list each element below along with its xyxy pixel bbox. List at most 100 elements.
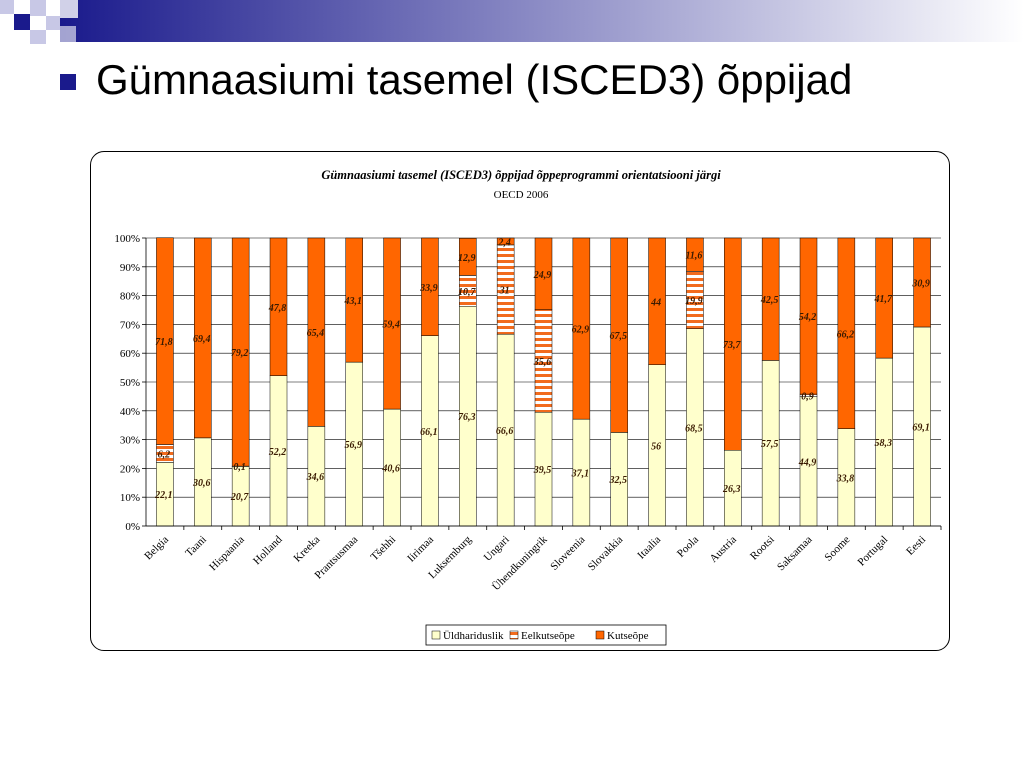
data-label: 12,9 [458,253,476,264]
x-category-label: Tšehhi [369,534,399,564]
data-label: 26,3 [722,484,741,495]
data-label: 33,9 [419,283,438,294]
x-category-label: Slovakkia [586,534,626,574]
data-label: 56 [651,441,661,452]
data-label: 65,4 [307,328,325,339]
data-label: 19,9 [685,296,703,307]
bar-segment-vocational [345,237,363,363]
y-tick-label: 50% [120,377,140,389]
data-label: 73,7 [723,340,742,351]
y-tick-label: 0% [125,521,140,533]
data-label: 20,7 [230,492,250,503]
y-tick-label: 60% [120,348,140,360]
y-tick-label: 90% [120,262,140,274]
bar-segment-vocational [686,237,704,272]
data-label: 40,6 [381,464,400,475]
data-label: 11,6 [685,251,702,262]
data-label: 43,1 [343,296,362,307]
data-label: 69,4 [193,334,211,345]
data-label: 57,5 [761,439,779,450]
y-tick-label: 10% [120,492,140,504]
x-category-label: Holland [251,533,285,567]
y-tick-label: 40% [120,406,140,418]
title-decoration [0,0,1024,44]
data-label: 56,9 [344,440,362,451]
y-tick-label: 20% [120,463,140,475]
y-tick-label: 30% [120,435,140,447]
slide-title: Gümnaasiumi tasemel (ISCED3) õppijad [60,52,852,108]
data-label: 2,4 [497,237,511,248]
data-label: 44 [650,297,661,308]
bar-segment-vocational [837,237,856,429]
data-label: 71,8 [155,337,173,348]
x-category-label: Taani [183,534,209,560]
data-label: 58,3 [874,438,892,449]
bar-segment-vocational [534,237,553,310]
bar-segment-vocational [194,237,212,439]
data-label: 34,6 [306,472,325,483]
data-label: 52,2 [269,447,287,458]
legend-swatch [431,630,441,640]
bar-segment-vocational [459,238,477,276]
bar-segment-vocational [156,237,174,445]
stacked-bar-chart: Gümnaasiumi tasemel (ISCED3) õppijad õpp… [114,168,942,646]
data-label: 79,2 [231,348,249,359]
x-category-label: Belgia [142,534,171,563]
x-category-label: Hispaania [207,534,247,574]
y-tick-label: 70% [120,319,140,331]
legend-swatch [595,630,605,640]
bar-segment-vocational [496,237,515,246]
data-label: 6,2 [158,449,171,460]
x-category-label: Poola [675,534,701,560]
data-label: 0,1 [233,462,246,473]
legend-box [425,624,667,646]
data-label: 59,4 [382,320,400,331]
bar-segment-vocational [913,237,931,328]
bullet-square-icon [60,74,76,90]
x-category-label: Austria [708,534,739,565]
data-label: 24,9 [533,270,552,281]
data-label: 62,9 [572,325,590,336]
x-category-label: Itaalia [635,534,663,562]
x-category-label: Saksamaa [775,534,815,574]
legend-swatch [509,630,519,640]
data-label: 66,2 [837,329,855,340]
bar-segment-vocational [231,237,250,467]
data-label: 66,1 [420,427,438,438]
data-label: 42,5 [760,295,779,306]
bar-segment-vocational [724,237,742,451]
x-category-label: Rootsi [748,534,777,563]
data-label: 41,7 [873,294,893,305]
x-category-label: Iirimaa [405,534,436,565]
data-label: 35,6 [533,357,552,368]
x-category-label: Soome [822,534,852,564]
data-label: 30,6 [192,478,211,489]
data-label: 33,8 [836,473,855,484]
data-label: 76,3 [458,412,476,423]
x-category-label: Kreeka [292,534,323,565]
data-label: 22,1 [154,490,173,501]
legend-entry: Eelkutseõpe [521,630,575,642]
bar-segment-vocational [875,237,893,359]
slide-title-text: Gümnaasiumi tasemel (ISCED3) õppijad [96,56,853,103]
data-label: 30,9 [911,278,930,289]
x-category-label: Eesti [904,534,928,558]
bar-segment-vocational [421,237,439,336]
x-category-label: Ungari [482,534,512,564]
bar-segment-vocational [648,237,666,365]
bar-segment-vocational [761,237,780,361]
data-label: 39,5 [533,465,552,476]
data-label: 47,8 [268,303,287,314]
data-label: 68,5 [685,423,703,434]
bar-segment-vocational [269,237,288,376]
bar-segment-vocational [799,237,818,395]
chart-title: Gümnaasiumi tasemel (ISCED3) õppijad õpp… [321,168,721,182]
bar-segment-vocational [610,237,628,433]
bar-segment-vocational [383,237,401,410]
data-label: 54,2 [799,312,817,323]
bar-segment-vocational [307,237,326,427]
data-label: 0,9 [801,391,814,402]
data-label: 67,5 [609,331,627,342]
bar-segment-vocational [572,237,591,420]
y-tick-label: 100% [114,233,140,245]
